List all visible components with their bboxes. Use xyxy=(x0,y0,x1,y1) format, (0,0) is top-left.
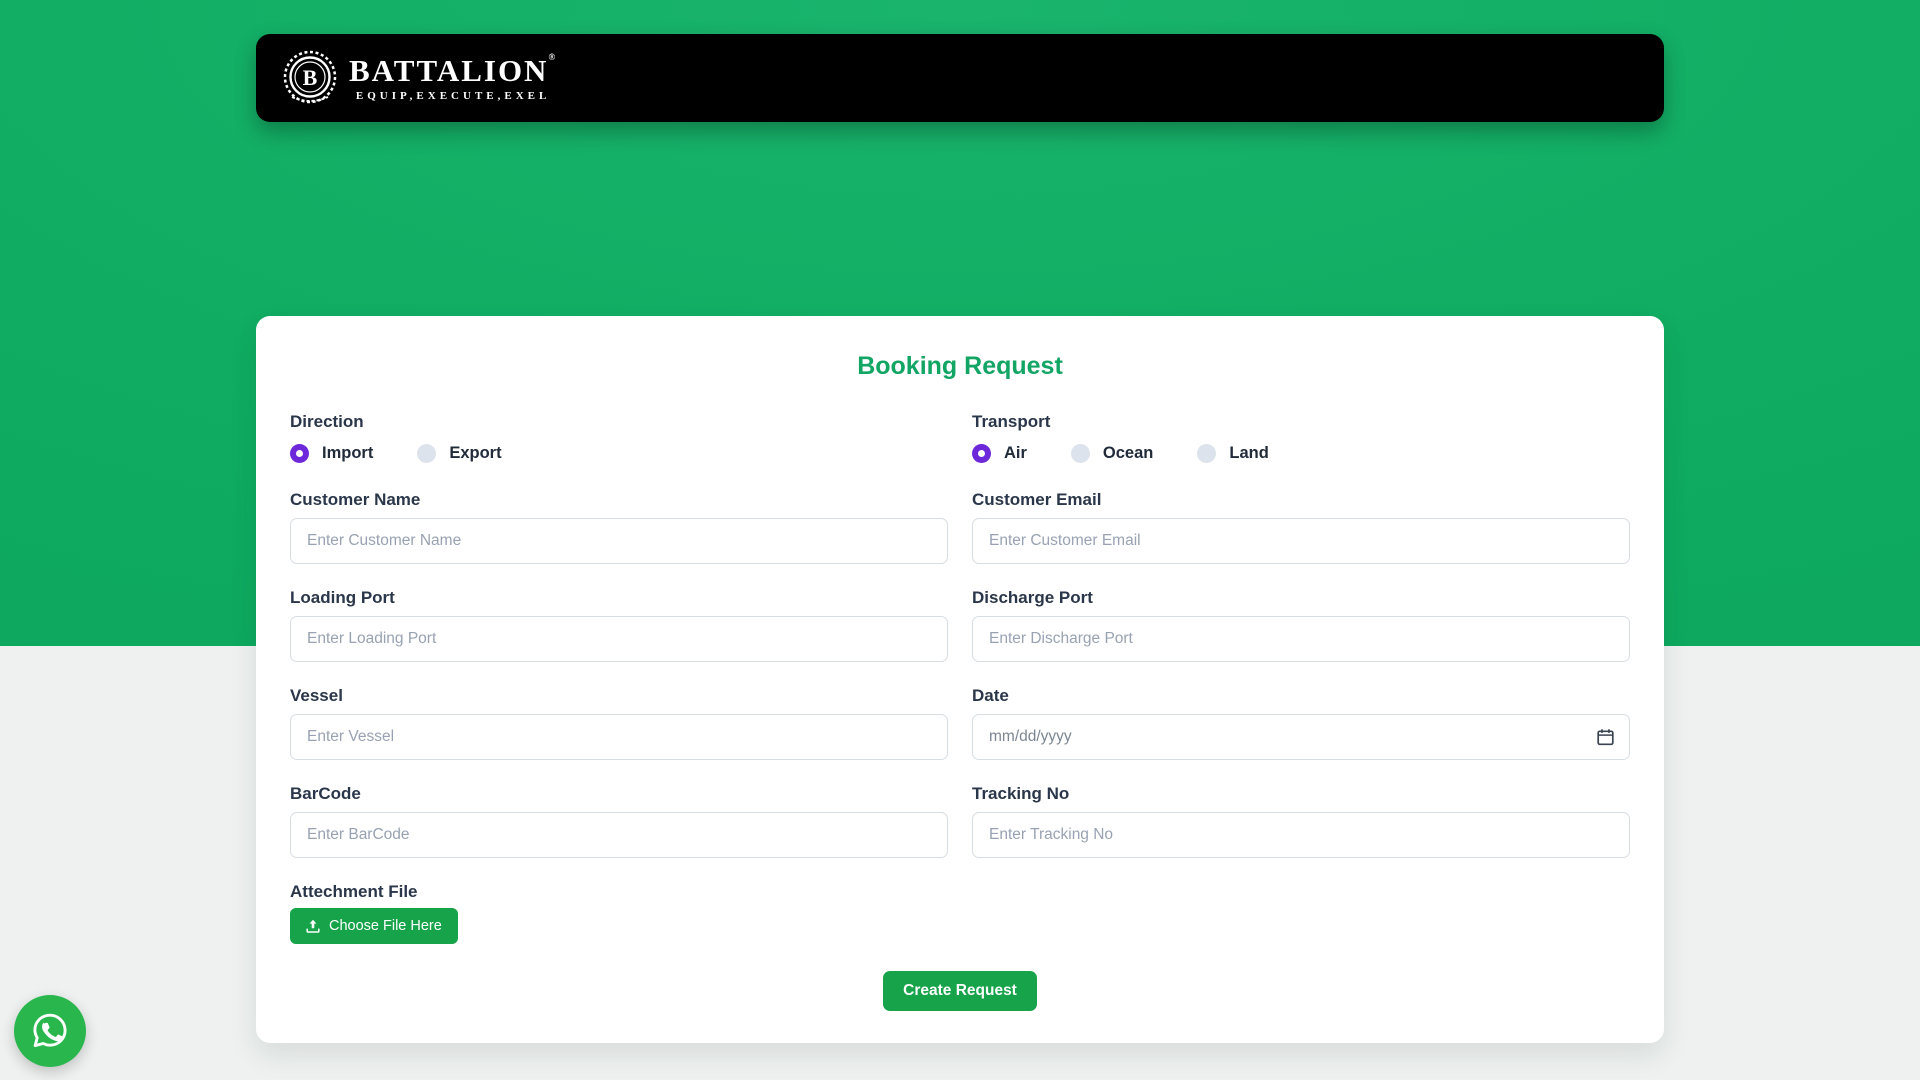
brand-name: BATTALION® xyxy=(349,51,558,88)
booking-request-card: Booking Request Direction Import Export … xyxy=(256,316,1664,1043)
attachment-label: Attechment File xyxy=(290,882,418,901)
tracking-no-input[interactable] xyxy=(972,812,1630,858)
transport-label: Transport xyxy=(972,412,1051,431)
loading-port-input[interactable] xyxy=(290,616,948,662)
air-radio[interactable] xyxy=(972,443,991,463)
whatsapp-icon xyxy=(33,1013,67,1048)
import-radio[interactable] xyxy=(290,443,309,463)
date-label: Date xyxy=(972,686,1009,705)
customer-email-label: Customer Email xyxy=(972,490,1102,509)
barcode-input[interactable] xyxy=(290,812,948,858)
loading-port-group: Loading Port xyxy=(290,587,948,662)
brand-tagline: EQUIP,EXECUTE,EXEL xyxy=(355,89,551,102)
direction-label: Direction xyxy=(290,412,364,431)
tracking-no-label: Tracking No xyxy=(972,784,1070,803)
customer-name-input[interactable] xyxy=(290,518,948,564)
air-radio-label: Air xyxy=(1004,443,1027,462)
svg-text:B: B xyxy=(303,65,318,90)
date-input-wrap xyxy=(972,714,1630,760)
import-radio-label: Import xyxy=(322,443,374,462)
barcode-label: BarCode xyxy=(290,784,361,803)
land-radio-label: Land xyxy=(1229,443,1269,462)
page-title: Booking Request xyxy=(857,352,1063,380)
customer-name-label: Customer Name xyxy=(290,490,421,509)
ocean-radio[interactable] xyxy=(1070,443,1090,463)
export-radio[interactable] xyxy=(417,443,437,463)
transport-options: Air Ocean Land xyxy=(972,442,1630,464)
attachment-group: Attechment File Choose File Here xyxy=(290,881,948,944)
transport-option-land[interactable]: Land xyxy=(1197,443,1269,463)
discharge-port-input[interactable] xyxy=(972,616,1630,662)
customer-email-group: Customer Email xyxy=(972,489,1630,564)
vessel-group: Vessel xyxy=(290,685,948,760)
export-radio-label: Export xyxy=(449,443,502,462)
direction-options: Import Export xyxy=(290,442,948,464)
tracking-no-group: Tracking No xyxy=(972,783,1630,858)
direction-group: Direction Import Export xyxy=(290,411,948,464)
land-radio[interactable] xyxy=(1197,443,1217,463)
transport-option-ocean[interactable]: Ocean xyxy=(1070,443,1154,463)
discharge-port-label: Discharge Port xyxy=(972,588,1093,607)
loading-port-label: Loading Port xyxy=(290,588,395,607)
brand-logo[interactable]: B BATTALION® EQUIP,EXECUTE,EXEL xyxy=(282,49,557,107)
date-group: Date xyxy=(972,685,1630,760)
logo-text: BATTALION® EQUIP,EXECUTE,EXEL xyxy=(349,51,558,102)
vessel-label: Vessel xyxy=(290,686,343,705)
discharge-port-group: Discharge Port xyxy=(972,587,1630,662)
customer-email-input[interactable] xyxy=(972,518,1630,564)
header-bar: B BATTALION® EQUIP,EXECUTE,EXEL xyxy=(256,34,1664,122)
submit-row: Create Request xyxy=(290,971,1630,1011)
transport-group: Transport Air Ocean Land xyxy=(972,411,1630,464)
create-request-button[interactable]: Create Request xyxy=(883,971,1037,1011)
direction-option-import[interactable]: Import xyxy=(290,443,374,463)
brand-trademark: ® xyxy=(548,51,558,62)
direction-option-export[interactable]: Export xyxy=(417,443,502,463)
date-input[interactable] xyxy=(972,714,1630,760)
transport-option-air[interactable]: Air xyxy=(972,443,1027,463)
customer-name-group: Customer Name xyxy=(290,489,948,564)
choose-file-button[interactable]: Choose File Here xyxy=(290,908,458,944)
upload-icon xyxy=(306,919,320,933)
barcode-group: BarCode xyxy=(290,783,948,858)
battalion-emblem-icon: B xyxy=(283,50,337,104)
ocean-radio-label: Ocean xyxy=(1102,443,1154,462)
booking-form: Direction Import Export Transport Air xyxy=(290,411,1630,944)
vessel-input[interactable] xyxy=(290,714,948,760)
whatsapp-float-button[interactable] xyxy=(14,995,86,1067)
choose-file-button-label: Choose File Here xyxy=(329,918,442,934)
